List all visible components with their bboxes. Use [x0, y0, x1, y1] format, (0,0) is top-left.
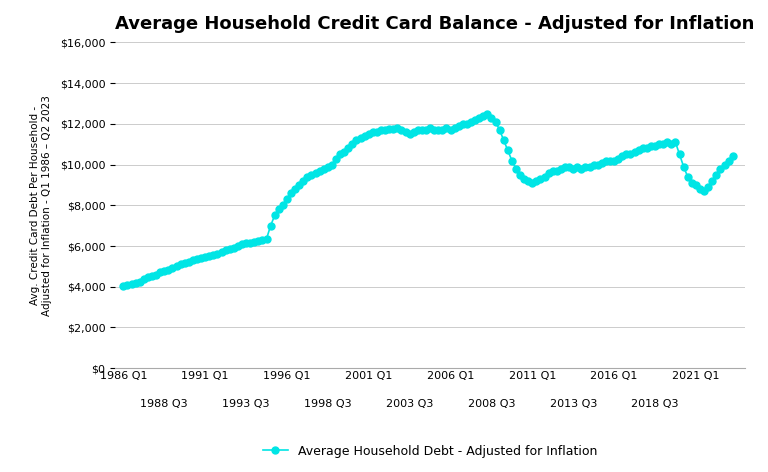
Average Household Debt - Adjusted for Inflation — [462, 121, 472, 126]
Text: 1993 Q3: 1993 Q3 — [222, 399, 270, 409]
Average Household Debt - Adjusted for Inflation — [319, 166, 329, 171]
Text: 2008 Q3: 2008 Q3 — [468, 399, 515, 409]
Average Household Debt - Adjusted for Inflation — [119, 283, 128, 288]
Average Household Debt - Adjusted for Inflation — [483, 111, 492, 117]
Average Household Debt - Adjusted for Inflation — [728, 153, 737, 159]
Text: 2013 Q3: 2013 Q3 — [550, 399, 597, 409]
Text: 1988 Q3: 1988 Q3 — [141, 399, 188, 409]
Text: 2018 Q3: 2018 Q3 — [631, 399, 679, 409]
Text: 2003 Q3: 2003 Q3 — [386, 399, 433, 409]
Legend: Average Household Debt - Adjusted for Inflation: Average Household Debt - Adjusted for In… — [258, 439, 602, 463]
Average Household Debt - Adjusted for Inflation — [360, 133, 369, 139]
Line: Average Household Debt - Adjusted for Inflation: Average Household Debt - Adjusted for In… — [120, 110, 737, 289]
Text: Average Household Credit Card Balance - Adjusted for Inflation: Average Household Credit Card Balance - … — [115, 15, 755, 33]
Y-axis label: Avg. Credit Card Debt Per Household -
Adjusted for Inflation - Q1 1986 – Q2 2023: Avg. Credit Card Debt Per Household - Ad… — [30, 95, 51, 316]
Average Household Debt - Adjusted for Inflation — [626, 152, 635, 157]
Average Household Debt - Adjusted for Inflation — [544, 170, 553, 176]
Average Household Debt - Adjusted for Inflation — [438, 127, 447, 133]
Text: 1998 Q3: 1998 Q3 — [304, 399, 352, 409]
